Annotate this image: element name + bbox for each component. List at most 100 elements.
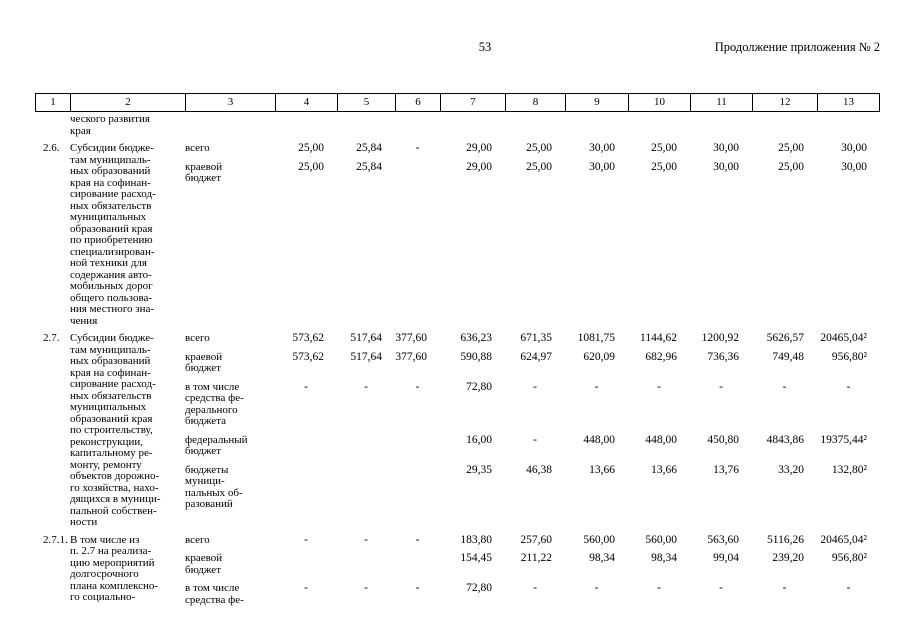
column-number-8: 8 — [505, 94, 565, 111]
column-number-3: 3 — [185, 94, 275, 111]
row-number: 2.7. — [43, 332, 60, 344]
value-cell: 956,80² — [831, 350, 867, 363]
budget-entry: краевой бюджет 154,45 211,22 98,34 98,34 99,04… — [185, 552, 880, 576]
value-cell: 1081,75 — [577, 332, 615, 344]
value-cell: 736,36 — [707, 350, 739, 363]
value-cell: - — [304, 533, 308, 546]
row-entries: всего - - - 183,80 257,60 560,00 560,00 563,60 51… — [185, 533, 880, 607]
table-row: 2.7.1. В том числе из п. 2.7 на реализа-ци… — [35, 533, 880, 607]
value-cell: 560,00 — [583, 533, 615, 546]
value-cell — [275, 553, 337, 576]
value-cell: - — [719, 380, 723, 393]
value-cell: 682,96 — [645, 350, 677, 363]
value-cell: 98,34 — [651, 552, 677, 564]
value-cell: 211,22 — [520, 552, 552, 564]
table-row: 2.6. Субсидии бюдже-там муниципаль-ных об… — [35, 142, 880, 327]
value-cell: 956,80² — [831, 552, 867, 564]
row-number: 2.6. — [43, 142, 60, 154]
value-cell: 72,80 — [466, 582, 492, 594]
value-cell: 20465,04² — [820, 533, 867, 546]
value-cell: - — [657, 380, 661, 393]
budget-entry: бюджеты муници-пальных об-разований 29,35 4… — [185, 463, 880, 511]
column-number-4: 4 — [275, 94, 337, 111]
value-cell: 590,88 — [460, 350, 492, 363]
value-cell: 29,00 — [466, 160, 492, 173]
entry-label: бюджеты муници-пальных об-разований — [185, 463, 243, 510]
value-cell: - — [415, 533, 420, 546]
budget-entry: в том числе средства фе-дерального бюджета… — [185, 380, 880, 428]
entry-values: 25,00 25,84 - 29,00 25,00 30,00 25,00 30,00 25,0… — [275, 142, 880, 155]
value-cell — [275, 465, 337, 511]
entry-label: краевой бюджет — [185, 350, 223, 374]
value-cell: 671,35 — [520, 332, 552, 344]
value-cell — [395, 435, 440, 458]
row-name: Субсидии бюдже-там муниципаль-ных образо… — [70, 332, 161, 528]
value-cell: 20465,04² — [820, 332, 867, 344]
row-entries: всего 25,00 25,84 - 29,00 25,00 30,00 25,00 30,0… — [185, 142, 880, 327]
entry-values: 573,62 517,64 377,60 636,23 671,35 1081,75 114… — [275, 332, 880, 345]
value-cell: - — [415, 142, 420, 154]
value-cell: 13,66 — [651, 463, 677, 476]
value-cell: 33,20 — [778, 463, 804, 476]
value-cell: 30,00 — [841, 142, 867, 154]
value-cell: 448,00 — [583, 433, 615, 446]
budget-entry: краевой бюджет 25,00 25,84 29,00 25,00 30,00 25… — [185, 160, 880, 185]
value-cell: 25,84 — [356, 142, 382, 154]
budget-entry: всего 25,00 25,84 - 29,00 25,00 30,00 25,00 30,0… — [185, 142, 880, 155]
value-cell: 30,00 — [841, 160, 867, 173]
value-cell: 29,00 — [466, 142, 492, 154]
value-cell: 46,38 — [526, 463, 552, 476]
value-cell: 573,62 — [292, 350, 324, 363]
value-cell: 183,80 — [460, 533, 492, 546]
value-cell: - — [719, 582, 723, 594]
row-entries: всего 573,62 517,64 377,60 636,23 671,35 1081,… — [185, 332, 880, 529]
value-cell: 25,00 — [778, 160, 804, 173]
entry-values: 154,45 211,22 98,34 98,34 99,04 239,20 956,80² — [275, 552, 880, 576]
column-number-9: 9 — [565, 94, 628, 111]
column-number-5: 5 — [337, 94, 395, 111]
carryover-row: ческого развития края — [35, 113, 880, 137]
value-cell: 25,84 — [356, 160, 382, 173]
entry-values: 25,00 25,84 29,00 25,00 30,00 25,00 30,00 25,00… — [275, 160, 880, 185]
continuation-note: Продолжение приложения № 2 — [714, 40, 880, 54]
value-cell: 573,62 — [292, 332, 324, 344]
value-cell — [395, 553, 440, 576]
value-cell: 72,80 — [466, 380, 492, 393]
column-number-2: 2 — [70, 94, 185, 111]
row-name: Субсидии бюдже-там муниципаль-ных образо… — [70, 142, 156, 327]
entry-label: в том числе средства фе- — [185, 582, 244, 606]
column-number-11: 11 — [690, 94, 752, 111]
value-cell: 25,00 — [651, 160, 677, 173]
entry-label: федеральный бюджет — [185, 433, 248, 457]
value-cell: 448,00 — [645, 433, 677, 446]
entry-label: краевой бюджет — [185, 160, 223, 184]
value-cell: - — [364, 533, 368, 546]
value-cell — [275, 435, 337, 458]
value-cell — [337, 465, 395, 511]
row-number — [35, 114, 70, 137]
table-header-row: 1 2 3 4 5 6 7 8 9 10 11 12 13 — [35, 93, 880, 112]
value-cell: 25,00 — [298, 160, 324, 173]
value-cell: 99,04 — [713, 552, 739, 564]
value-cell: - — [782, 380, 787, 393]
value-cell: 239,20 — [772, 552, 804, 564]
entry-label: в том числе средства фе-дерального бюджета — [185, 380, 244, 427]
value-cell: 13,76 — [713, 463, 739, 476]
value-cell — [337, 435, 395, 458]
value-cell: - — [846, 582, 851, 594]
value-cell — [337, 553, 395, 576]
value-cell: - — [846, 380, 851, 393]
entry-values: 16,00 - 448,00 448,00 450,80 4843,86 19375,44² — [275, 433, 880, 458]
value-cell: 25,00 — [526, 160, 552, 173]
column-number-7: 7 — [440, 94, 505, 111]
value-cell: - — [304, 582, 308, 594]
value-cell: 30,00 — [589, 160, 615, 173]
value-cell: 5626,57 — [766, 332, 804, 344]
value-cell: 132,80² — [831, 463, 867, 476]
value-cell: - — [533, 582, 537, 594]
value-cell: 1144,62 — [640, 332, 677, 344]
page-header: 53 Продолжение приложения № 2 — [35, 40, 880, 56]
column-number-13: 13 — [817, 94, 880, 111]
entry-label: всего — [185, 332, 210, 344]
